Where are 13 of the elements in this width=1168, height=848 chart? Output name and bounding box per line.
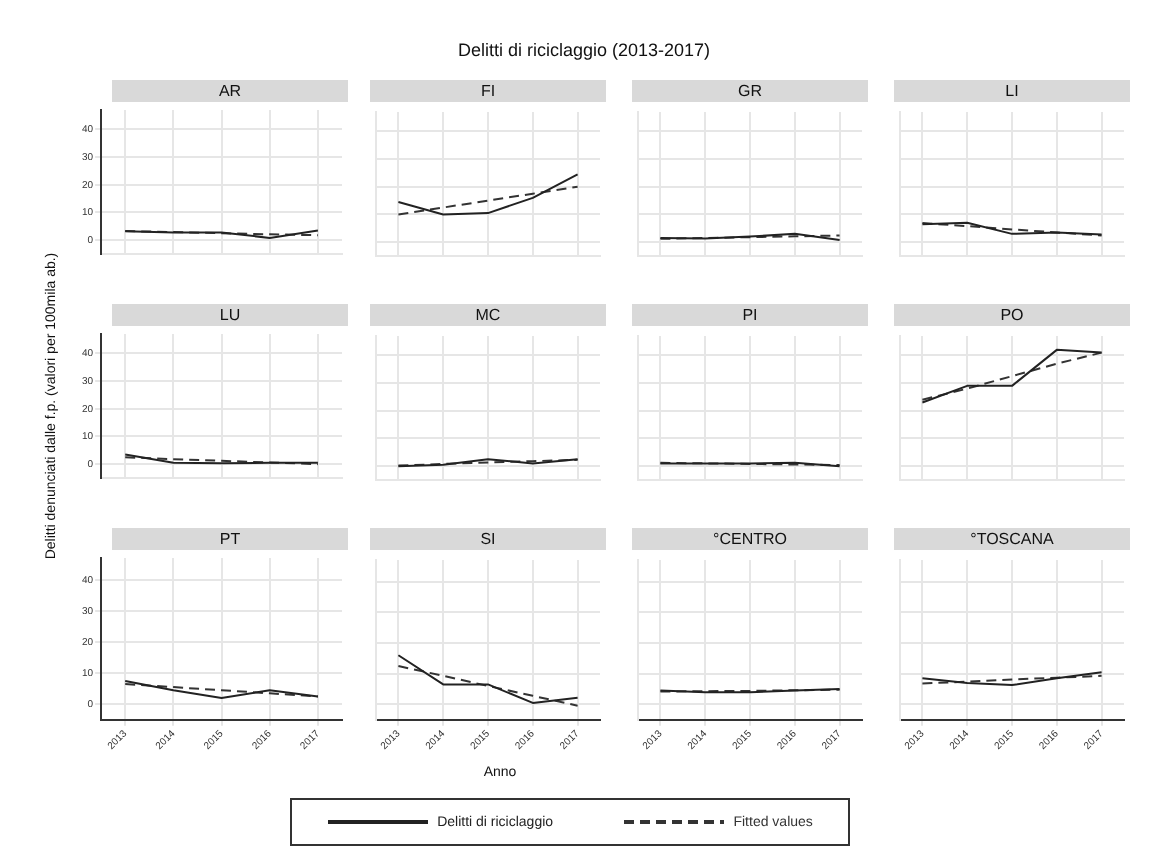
chart-title: °CENTRO (632, 528, 868, 550)
chart-title: MC (370, 304, 606, 326)
chart-title: PT (112, 528, 348, 550)
chart-title: SI (370, 528, 606, 550)
chart-title: GR (632, 80, 868, 102)
chart-title: °TOSCANA (894, 528, 1130, 550)
chart-title: FI (370, 80, 606, 102)
chart-title: PO (894, 304, 1130, 326)
text: Delitti di riciclaggio (2013-2017) (455, 40, 713, 60)
chart-title: LI (894, 80, 1130, 102)
chart-title: AR (112, 80, 348, 102)
chart-title: PI (632, 304, 868, 326)
chart-title: LU (112, 304, 348, 326)
